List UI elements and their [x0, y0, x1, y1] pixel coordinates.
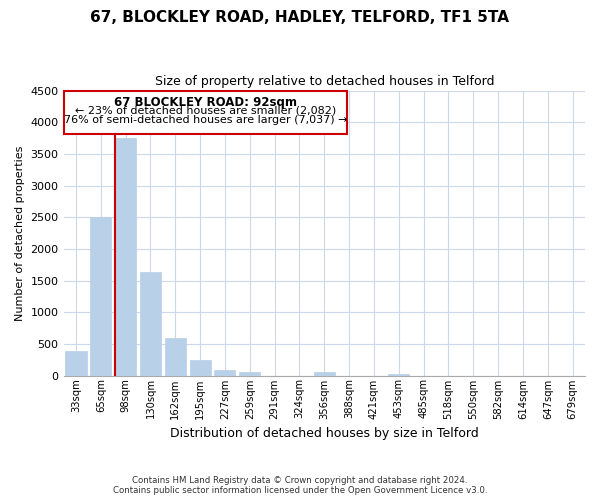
- Bar: [65, 352, 86, 376]
- Text: 76% of semi-detached houses are larger (7,037) →: 76% of semi-detached houses are larger (…: [64, 114, 347, 124]
- Text: 67, BLOCKLEY ROAD, HADLEY, TELFORD, TF1 5TA: 67, BLOCKLEY ROAD, HADLEY, TELFORD, TF1 …: [91, 10, 509, 25]
- Y-axis label: Number of detached properties: Number of detached properties: [15, 146, 25, 320]
- Bar: [239, 372, 260, 376]
- Bar: [90, 217, 112, 376]
- Text: ← 23% of detached houses are smaller (2,082): ← 23% of detached houses are smaller (2,…: [75, 105, 336, 115]
- Bar: [214, 370, 235, 376]
- Title: Size of property relative to detached houses in Telford: Size of property relative to detached ho…: [155, 75, 494, 88]
- Bar: [388, 374, 409, 376]
- Bar: [115, 138, 136, 376]
- Bar: [314, 372, 335, 376]
- Bar: [64, 90, 347, 134]
- X-axis label: Distribution of detached houses by size in Telford: Distribution of detached houses by size …: [170, 427, 479, 440]
- Bar: [165, 338, 186, 376]
- Bar: [190, 360, 211, 376]
- Text: Contains HM Land Registry data © Crown copyright and database right 2024.
Contai: Contains HM Land Registry data © Crown c…: [113, 476, 487, 495]
- Text: 67 BLOCKLEY ROAD: 92sqm: 67 BLOCKLEY ROAD: 92sqm: [114, 96, 297, 108]
- Bar: [140, 272, 161, 376]
